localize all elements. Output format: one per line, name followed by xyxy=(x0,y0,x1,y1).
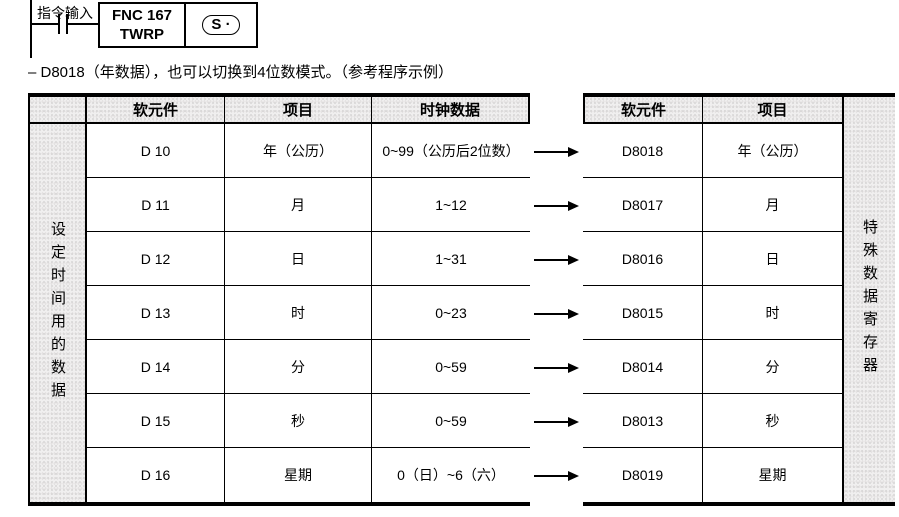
instruction-input-label: 指令输入 xyxy=(37,5,93,21)
clock-data-cell: 1~31 xyxy=(372,232,530,286)
device-cell: D8018 xyxy=(583,124,703,178)
header-device: 软元件 xyxy=(87,97,225,124)
instruction-block: FNC 167 TWRP S · xyxy=(98,2,258,48)
arrow-icon xyxy=(534,416,580,427)
arrow-icon xyxy=(534,308,580,319)
device-cell: D 13 xyxy=(87,286,225,340)
side-label-set-time-data: 设定时间用的数据 xyxy=(30,124,87,502)
item-cell: 月 xyxy=(225,178,372,232)
ladder-wire xyxy=(68,23,98,25)
clock-data-cell: 0~99（公历后2位数） xyxy=(372,124,530,178)
operand-cell: S · xyxy=(186,2,258,48)
header-clock-data: 时钟数据 xyxy=(372,97,530,124)
source-operand-badge: S · xyxy=(202,15,240,35)
header-item: 项目 xyxy=(703,97,842,124)
fnc-number: FNC 167 xyxy=(111,7,173,24)
clock-data-cell: 1~12 xyxy=(372,178,530,232)
device-cell: D8016 xyxy=(583,232,703,286)
device-cell: D8015 xyxy=(583,286,703,340)
device-cell: D 10 xyxy=(87,124,225,178)
item-cell: 分 xyxy=(225,340,372,394)
ladder-wire xyxy=(31,23,58,25)
arrow-head xyxy=(568,200,579,211)
item-cell: 日 xyxy=(225,232,372,286)
arrow-icon xyxy=(534,146,580,157)
arrow-tail xyxy=(534,312,568,315)
arrow-head xyxy=(568,362,579,373)
clock-data-cell: 0~59 xyxy=(372,394,530,448)
clock-data-cell: 0（日）~6（六） xyxy=(397,467,505,483)
special-data-register-table: 软元件 项目 特殊数据寄存器 D8018 年（公历） D8017 月 D8016… xyxy=(583,93,895,506)
clock-data-cell: 0~59 xyxy=(372,340,530,394)
header-item: 项目 xyxy=(225,97,372,124)
arrow-head xyxy=(568,308,579,319)
device-cell: D8014 xyxy=(583,340,703,394)
header-device: 软元件 xyxy=(583,97,703,124)
item-cell: 分 xyxy=(703,340,842,394)
arrow-tail xyxy=(534,204,568,207)
normally-open-contact-icon xyxy=(66,14,68,34)
arrow-icon xyxy=(534,254,580,265)
item-cell: 年（公历） xyxy=(225,124,372,178)
arrow-tail xyxy=(534,366,568,369)
device-cell: D 11 xyxy=(87,178,225,232)
arrow-tail xyxy=(534,258,568,261)
device-cell: D8013 xyxy=(583,394,703,448)
fnc-instruction-box: FNC 167 TWRP xyxy=(98,2,186,48)
side-label-text: 特殊数据寄存器 xyxy=(861,219,878,380)
arrow-head xyxy=(568,416,579,427)
item-cell: 年（公历） xyxy=(703,124,842,178)
device-cell: D 15 xyxy=(87,394,225,448)
clock-data-cell: 0~23 xyxy=(372,286,530,340)
item-cell: 秒 xyxy=(225,394,372,448)
ladder-left-rail xyxy=(30,0,32,58)
arrow-tail xyxy=(534,474,568,477)
arrow-icon xyxy=(534,362,580,373)
arrow-tail xyxy=(534,150,568,153)
device-cell: D 16 xyxy=(87,448,225,502)
arrow-tail xyxy=(534,420,568,423)
set-time-data-table: 软元件 项目 时钟数据 设定时间用的数据 D 10 年（公历） 0~99（公历后… xyxy=(28,93,530,506)
corner-cell xyxy=(30,97,87,124)
note-line: – D8018（年数据），也可以切换到4位数模式。（参考程序示例） xyxy=(28,64,454,81)
item-cell: 秒 xyxy=(703,394,842,448)
item-cell: 月 xyxy=(703,178,842,232)
fnc-mnemonic: TWRP xyxy=(119,26,165,43)
arrow-head xyxy=(568,254,579,265)
arrow-icon xyxy=(534,200,580,211)
item-cell: 时 xyxy=(225,286,372,340)
item-cell: 星期 xyxy=(225,448,372,502)
item-cell: 星期 xyxy=(758,467,787,483)
side-label-text: 设定时间用的数据 xyxy=(49,221,66,405)
device-cell: D 12 xyxy=(87,232,225,286)
side-label-special-data-register: 特殊数据寄存器 xyxy=(842,97,895,502)
item-cell: 日 xyxy=(703,232,842,286)
device-cell: D 14 xyxy=(87,340,225,394)
arrow-head xyxy=(568,146,579,157)
item-cell: 时 xyxy=(703,286,842,340)
device-cell: D8017 xyxy=(583,178,703,232)
arrow-head xyxy=(568,470,579,481)
device-cell: D8019 xyxy=(583,448,703,502)
normally-open-contact-icon xyxy=(58,14,60,34)
arrow-icon xyxy=(534,470,580,481)
